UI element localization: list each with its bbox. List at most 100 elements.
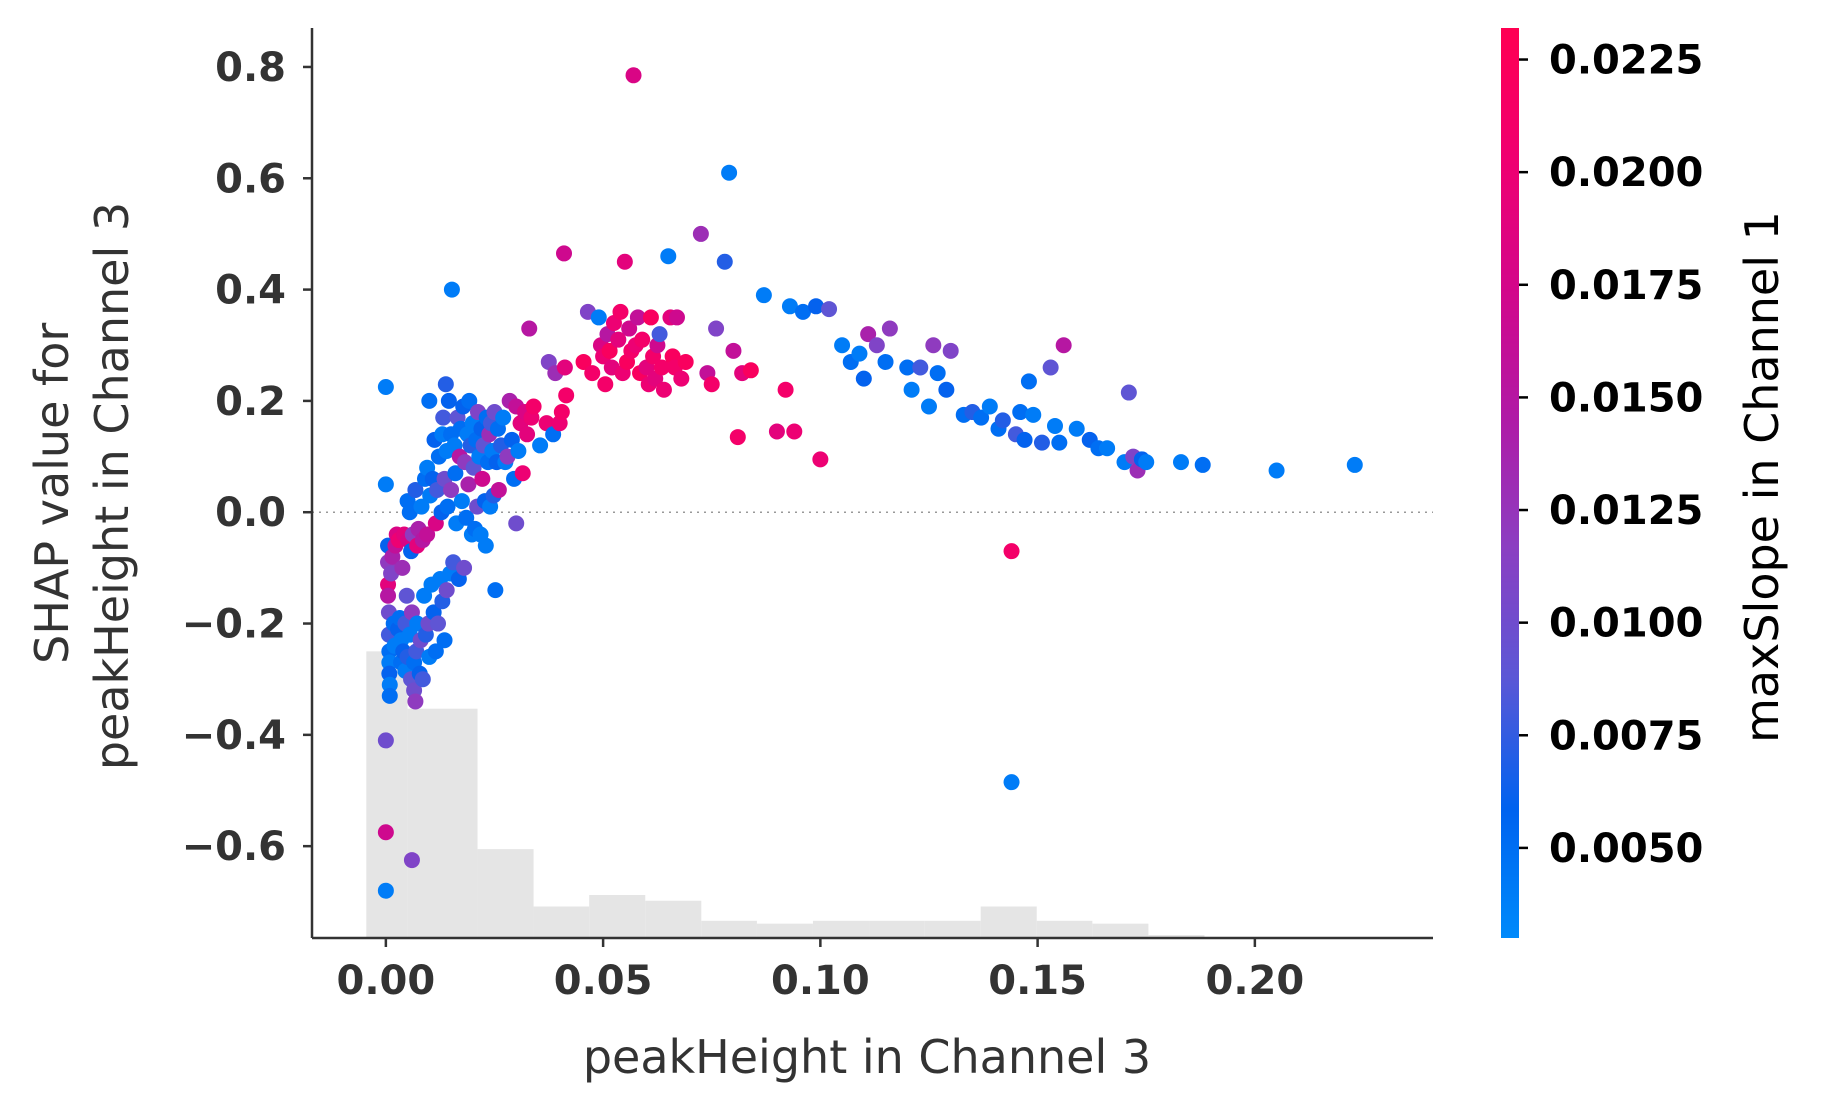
colorbar-tick-label: 0.0075	[1549, 713, 1703, 759]
histogram-bar	[924, 920, 981, 938]
colorbar-tick-label: 0.0125	[1549, 488, 1703, 534]
histogram-bar	[477, 849, 534, 938]
data-point	[1268, 462, 1285, 479]
data-point	[381, 676, 398, 693]
data-point	[427, 643, 444, 660]
y-tick-label: 0.2	[215, 379, 286, 425]
y-tick-label: 0.6	[215, 156, 286, 202]
histogram-bar	[756, 923, 813, 938]
colorbar-tick-label: 0.0200	[1549, 150, 1703, 196]
data-point	[725, 342, 742, 359]
histogram-bar	[701, 920, 757, 938]
x-tick-label: 0.15	[988, 958, 1087, 1004]
data-point	[435, 409, 452, 426]
data-point	[487, 582, 504, 599]
histogram-bar	[533, 906, 590, 938]
data-point	[377, 824, 394, 841]
data-point	[629, 309, 646, 326]
data-point	[380, 587, 397, 604]
data-point	[436, 632, 453, 649]
data-point	[642, 309, 659, 326]
data-point	[474, 470, 491, 487]
colorbar-tick-label: 0.0175	[1549, 263, 1703, 309]
data-point	[721, 164, 738, 181]
data-point	[925, 337, 942, 354]
data-point	[525, 398, 542, 415]
histogram-bar	[869, 920, 925, 938]
data-point	[590, 309, 607, 326]
histogram-bar	[812, 920, 870, 938]
data-point	[1099, 440, 1116, 457]
data-point	[532, 437, 549, 454]
data-point	[781, 298, 798, 315]
data-point	[1016, 431, 1033, 448]
data-point	[558, 387, 575, 404]
histogram-bar	[980, 906, 1037, 938]
data-point	[377, 882, 394, 899]
histogram-bar	[589, 895, 646, 938]
x-tick-label: 0.00	[337, 958, 436, 1004]
data-point	[621, 320, 638, 337]
data-point	[461, 392, 478, 409]
data-point	[409, 615, 426, 632]
data-point	[460, 476, 477, 493]
data-point	[413, 498, 430, 515]
data-point	[1033, 434, 1050, 451]
data-point	[742, 362, 759, 379]
data-point	[794, 303, 811, 320]
y-axis-ticks: 0.8 0.6 0.4 0.2 0.0 −0.2 −0.4 −0.6	[182, 45, 312, 870]
data-point	[407, 481, 424, 498]
data-point	[377, 476, 394, 493]
histogram-bar	[1148, 935, 1205, 938]
histogram-bar	[1036, 920, 1093, 938]
data-point	[808, 298, 825, 315]
data-point	[419, 526, 436, 543]
y-tick-label: −0.4	[182, 713, 286, 759]
data-point	[821, 301, 838, 318]
data-point	[1172, 454, 1189, 471]
data-point	[575, 353, 592, 370]
data-point	[495, 409, 512, 426]
data-point	[490, 481, 507, 498]
y-axis-title-line-2: peakHeight in Channel 3	[85, 202, 139, 770]
data-point	[729, 429, 746, 446]
data-point	[1003, 543, 1020, 560]
data-point	[443, 481, 460, 498]
colorbar-ticks: 0.0050 0.0075 0.0100 0.0125 0.0150 0.0175 0.02…	[1519, 38, 1703, 872]
data-point	[692, 225, 709, 242]
x-tick-label: 0.20	[1206, 958, 1305, 1004]
data-point	[677, 353, 694, 370]
x-axis-title: peakHeight in Channel 3	[583, 1030, 1151, 1084]
data-point	[920, 398, 937, 415]
data-point	[660, 248, 677, 265]
data-point	[768, 423, 785, 440]
data-point	[414, 671, 431, 688]
data-point	[458, 509, 475, 526]
data-point	[973, 409, 990, 426]
data-point	[851, 345, 868, 362]
data-point	[508, 515, 525, 532]
data-point	[1042, 359, 1059, 376]
y-tick-label: −0.6	[182, 824, 286, 870]
data-point	[381, 687, 398, 704]
data-point	[855, 370, 872, 387]
data-point	[1055, 337, 1072, 354]
data-point	[456, 559, 473, 576]
data-point	[994, 412, 1011, 429]
data-point	[1003, 774, 1020, 791]
data-point	[439, 498, 456, 515]
data-point	[1051, 434, 1068, 451]
data-point	[868, 337, 885, 354]
data-point	[903, 381, 920, 398]
data-point	[777, 381, 794, 398]
data-point	[601, 342, 618, 359]
colorbar-title: maxSlope in Channel 1	[1735, 211, 1789, 743]
data-point	[612, 303, 629, 320]
y-tick-label: 0.8	[215, 45, 286, 91]
data-point	[407, 693, 424, 710]
data-point	[519, 426, 536, 443]
feature-distribution-histogram	[366, 651, 1205, 938]
y-axis-title-line-1: SHAP value for	[25, 323, 79, 664]
data-point	[616, 253, 633, 270]
data-point	[1120, 384, 1137, 401]
